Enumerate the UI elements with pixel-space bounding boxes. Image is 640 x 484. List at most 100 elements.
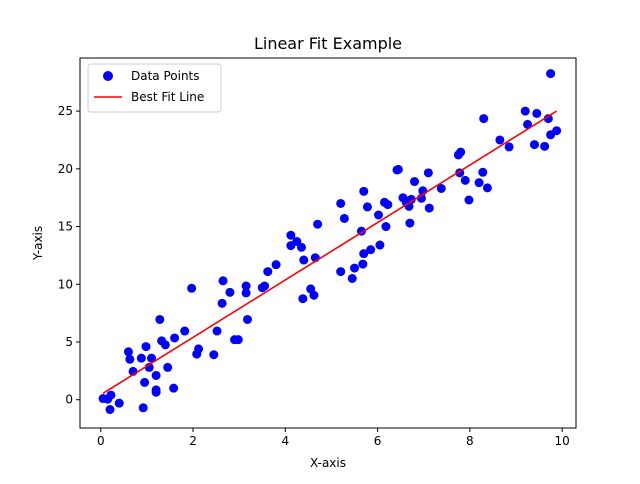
data-point [241, 288, 251, 298]
plot-area: 0 2 4 6 8 10 0 5 10 15 20 25 [58, 57, 577, 448]
data-point [546, 69, 556, 79]
data-point [309, 290, 319, 300]
legend-label-data-points: Data Points [131, 69, 200, 83]
data-point [125, 354, 135, 364]
data-point [147, 353, 157, 363]
data-point [194, 344, 204, 354]
data-point [543, 114, 553, 124]
legend: Data Points Best Fit Line [87, 63, 222, 113]
data-point [151, 387, 161, 397]
data-point [106, 390, 116, 400]
data-point [225, 287, 235, 297]
data-point [410, 177, 420, 187]
data-point [350, 263, 360, 273]
data-point [136, 353, 146, 363]
x-tick-label: 2 [189, 434, 197, 448]
data-point [366, 245, 376, 255]
data-point [218, 276, 228, 286]
data-point [160, 340, 170, 350]
data-point [523, 119, 533, 129]
data-point [180, 326, 190, 336]
data-point [242, 314, 252, 324]
best-fit-line [102, 110, 558, 395]
data-point [532, 108, 542, 118]
data-point [495, 135, 505, 145]
legend-marker-data-points [103, 71, 113, 81]
data-point [552, 126, 562, 136]
y-axis-label: Y-axis [31, 226, 45, 261]
x-axis-ticks: 0 2 4 6 8 10 [97, 428, 570, 448]
data-point [405, 218, 415, 228]
data-marks [98, 69, 562, 415]
data-point [383, 200, 393, 210]
data-point [114, 398, 124, 408]
data-point [163, 362, 173, 372]
data-point [260, 281, 270, 291]
legend-label-best-fit-line: Best Fit Line [131, 90, 204, 104]
x-tick-label: 8 [466, 434, 474, 448]
data-point [298, 294, 308, 304]
data-point [296, 242, 306, 252]
y-axis-ticks: 0 5 10 15 20 25 [58, 104, 80, 407]
data-point [313, 219, 323, 229]
x-tick-label: 6 [374, 434, 382, 448]
data-point [105, 405, 115, 415]
y-tick-label: 20 [58, 162, 73, 176]
data-point [339, 213, 349, 223]
data-point [187, 283, 197, 293]
data-point [359, 186, 369, 196]
data-point [212, 326, 222, 336]
y-tick-label: 5 [65, 335, 73, 349]
chart-title: Linear Fit Example [254, 34, 402, 53]
data-point [393, 164, 403, 174]
data-point [381, 222, 391, 232]
data-point [362, 202, 372, 212]
data-point [169, 383, 179, 393]
x-tick-label: 10 [555, 434, 570, 448]
data-point [217, 298, 227, 308]
legend-box [87, 63, 222, 113]
data-point [141, 342, 151, 352]
y-tick-label: 25 [58, 104, 73, 118]
axes-frame [79, 57, 577, 429]
x-tick-label: 4 [282, 434, 290, 448]
data-point [529, 140, 539, 150]
data-point [263, 267, 273, 277]
data-point [358, 259, 368, 269]
data-point [241, 281, 251, 291]
data-point [336, 198, 346, 208]
x-axis-label: X-axis [310, 456, 346, 470]
data-point [271, 260, 281, 270]
data-point [140, 377, 150, 387]
data-point [479, 114, 489, 124]
data-point [374, 210, 384, 220]
data-point [478, 167, 488, 177]
data-point [406, 194, 416, 204]
data-point [336, 267, 346, 277]
data-point [504, 142, 514, 152]
data-point [233, 335, 243, 345]
y-tick-label: 0 [65, 393, 73, 407]
data-point [299, 255, 309, 265]
data-point [464, 195, 474, 205]
y-tick-label: 15 [58, 220, 73, 234]
data-point [170, 333, 180, 343]
data-point [375, 240, 385, 250]
data-point [520, 106, 530, 116]
data-point [460, 175, 470, 185]
data-point [138, 403, 148, 413]
data-point [423, 168, 433, 178]
data-point [474, 178, 484, 188]
y-tick-label: 10 [58, 277, 73, 291]
data-point [540, 141, 550, 151]
data-point [123, 347, 133, 357]
data-point [155, 314, 165, 324]
data-point [359, 249, 369, 259]
data-point [424, 203, 434, 213]
data-point [482, 183, 492, 193]
data-point [286, 230, 296, 240]
data-point [436, 183, 446, 193]
data-point [151, 370, 161, 380]
